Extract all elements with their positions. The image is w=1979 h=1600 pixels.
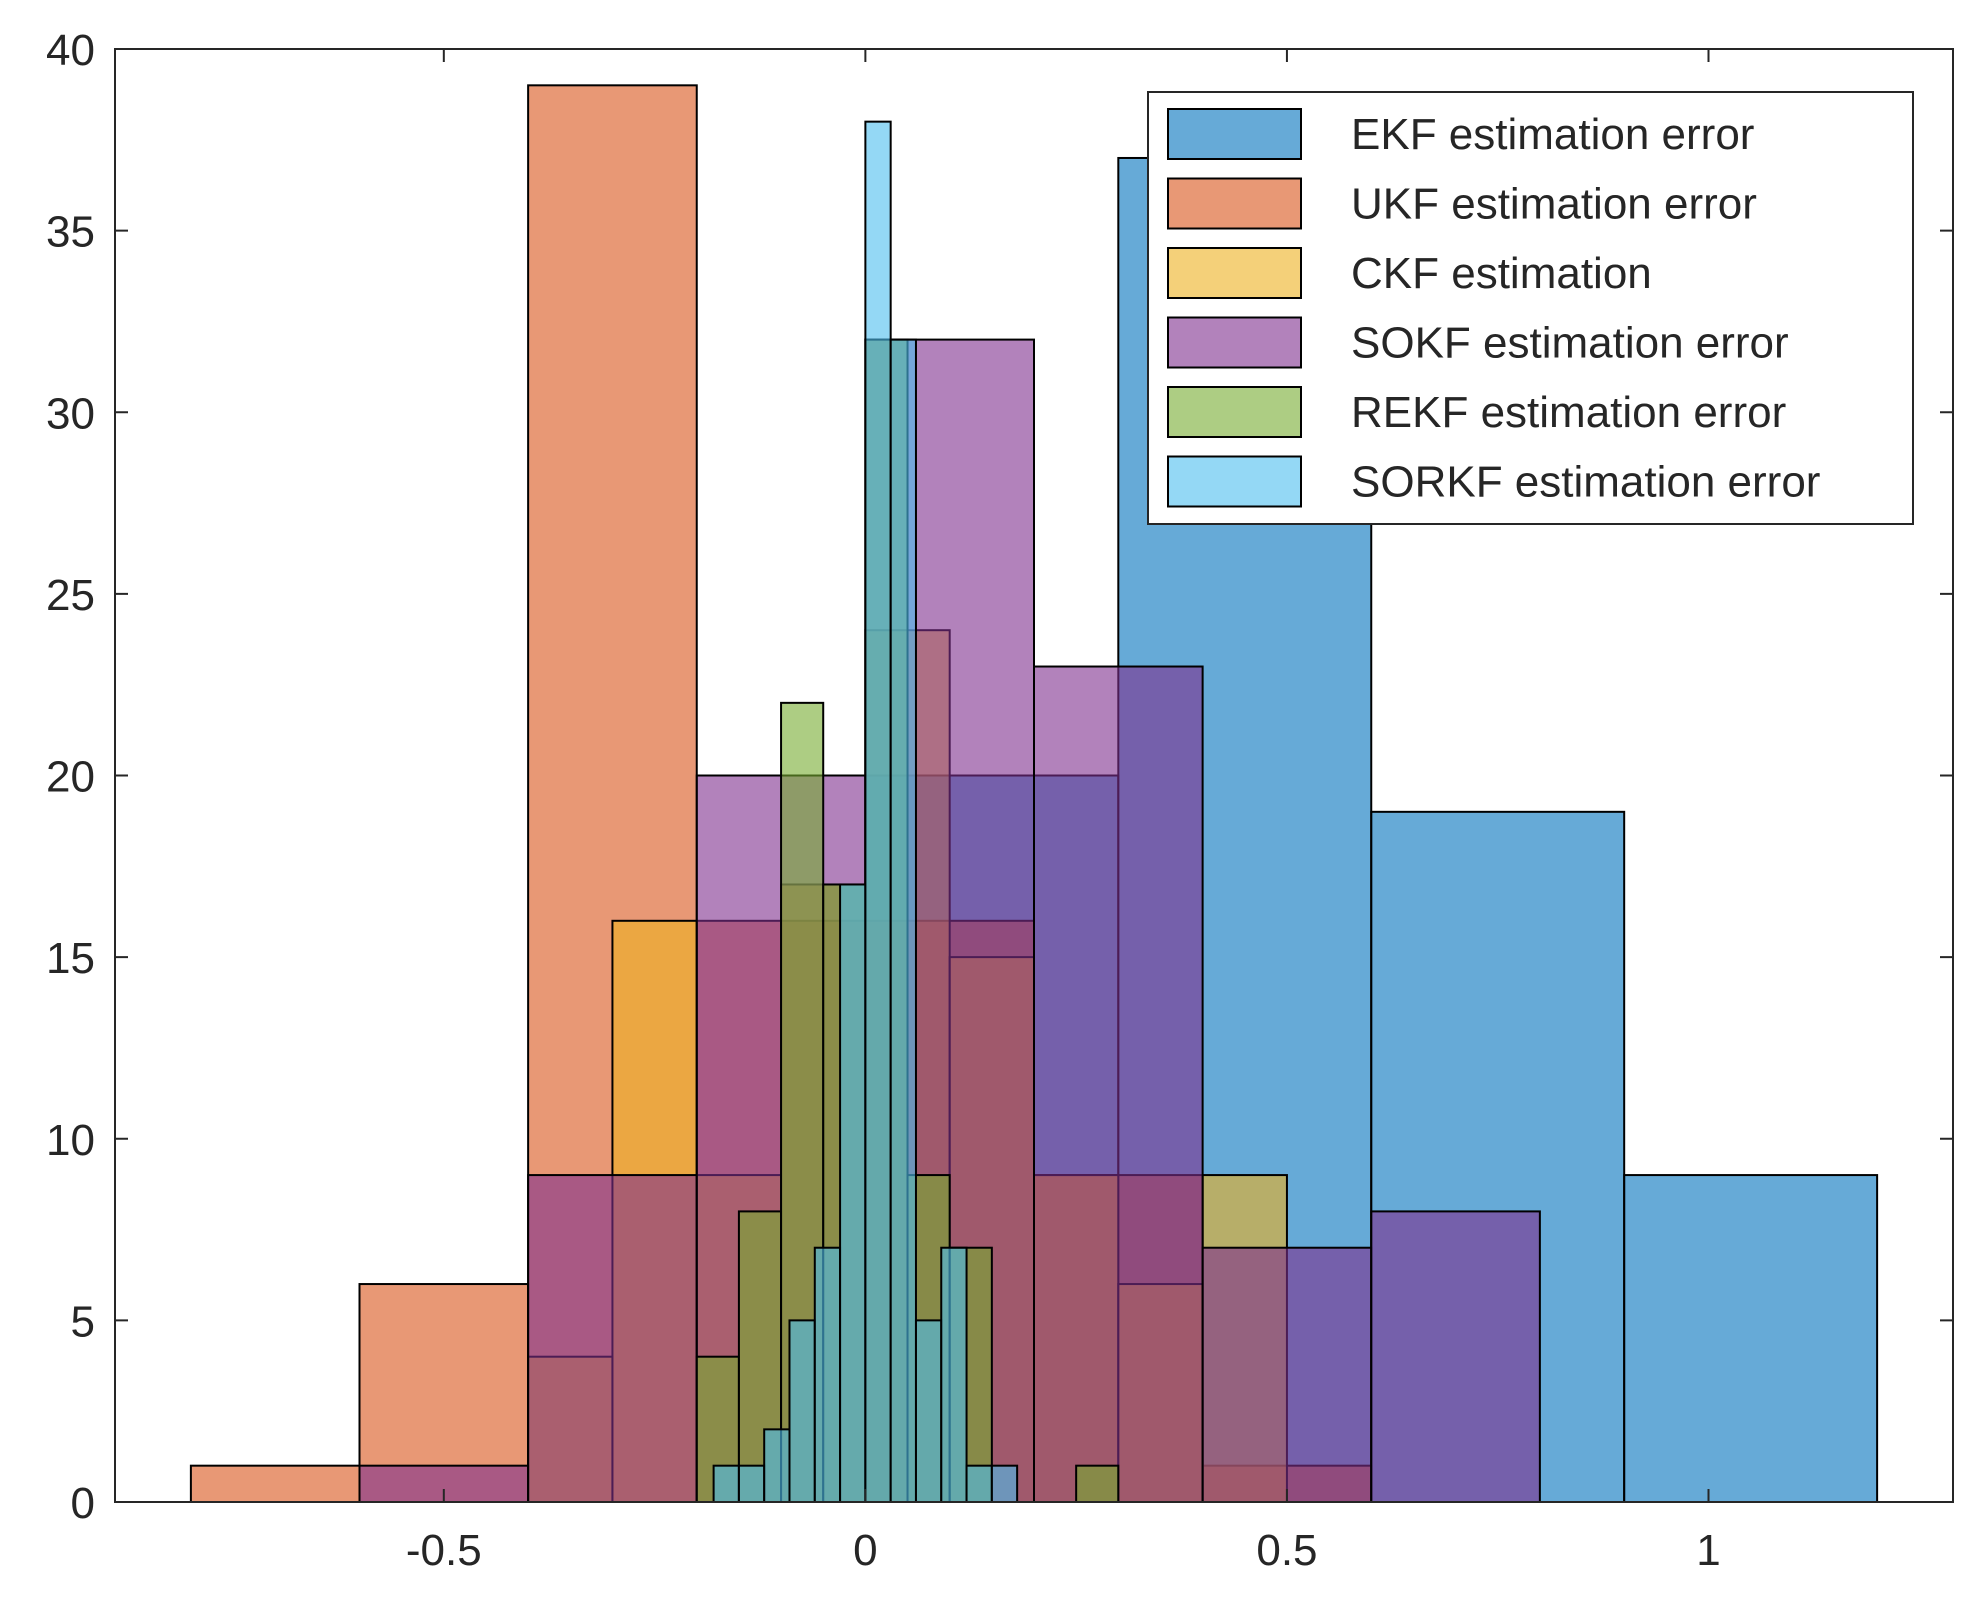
series-5-bars <box>712 120 1019 1504</box>
histogram-bar <box>965 1464 993 1504</box>
x-tick-label: 1 <box>1696 1526 1720 1575</box>
histogram-bar <box>864 120 892 1503</box>
histogram-bar <box>813 1246 842 1503</box>
y-tick-label: 30 <box>46 389 95 438</box>
legend-label: REKF estimation error <box>1351 388 1786 437</box>
histogram-bar <box>889 338 917 1504</box>
histogram-bar <box>737 1464 766 1504</box>
legend-label: EKF estimation error <box>1351 110 1754 159</box>
x-tick-label: -0.5 <box>406 1526 482 1575</box>
histogram-bar <box>712 1464 740 1504</box>
histogram-bars <box>189 84 1879 1504</box>
legend-swatch <box>1167 247 1302 299</box>
legend-swatch <box>1167 386 1302 438</box>
y-tick-label: 40 <box>46 26 95 75</box>
legend-label: CKF estimation <box>1351 249 1652 298</box>
histogram-bar <box>527 1174 698 1503</box>
x-tick-label: 0 <box>853 1526 877 1575</box>
y-tick-label: 20 <box>46 753 95 802</box>
x-tick-label: 0.5 <box>1256 1526 1317 1575</box>
histogram-bar <box>914 1319 943 1503</box>
histogram-bar <box>990 1464 1019 1504</box>
legend-swatch <box>1167 108 1302 160</box>
y-tick-label: 25 <box>46 571 95 620</box>
legend-swatch <box>1167 316 1302 369</box>
histogram-bar <box>1075 1464 1120 1504</box>
legend-label: SOKF estimation error <box>1351 319 1789 368</box>
histogram-bar <box>788 1319 816 1503</box>
histogram-bar <box>1033 665 1204 1503</box>
histogram-bar <box>1623 1174 1879 1503</box>
histogram-bar <box>189 1464 361 1504</box>
histogram-bar <box>763 1428 791 1503</box>
y-tick-label: 5 <box>71 1297 95 1346</box>
histogram-bar <box>839 883 867 1503</box>
histogram-bar <box>1370 1210 1541 1504</box>
y-tick-label: 15 <box>46 934 95 983</box>
legend-swatch <box>1167 177 1302 230</box>
histogram-bar <box>1201 1246 1373 1503</box>
y-tick-label: 35 <box>46 208 95 257</box>
legend-label: SORKF estimation error <box>1351 458 1820 507</box>
legend: EKF estimation error UKF estimation error… <box>1147 91 1914 525</box>
y-tick-label: 10 <box>46 1116 95 1165</box>
histogram-bar <box>940 1246 968 1503</box>
legend-swatch <box>1167 455 1302 508</box>
legend-label: UKF estimation error <box>1351 180 1757 229</box>
legend-box <box>1147 91 1914 525</box>
y-tick-label: 0 <box>71 1479 95 1528</box>
